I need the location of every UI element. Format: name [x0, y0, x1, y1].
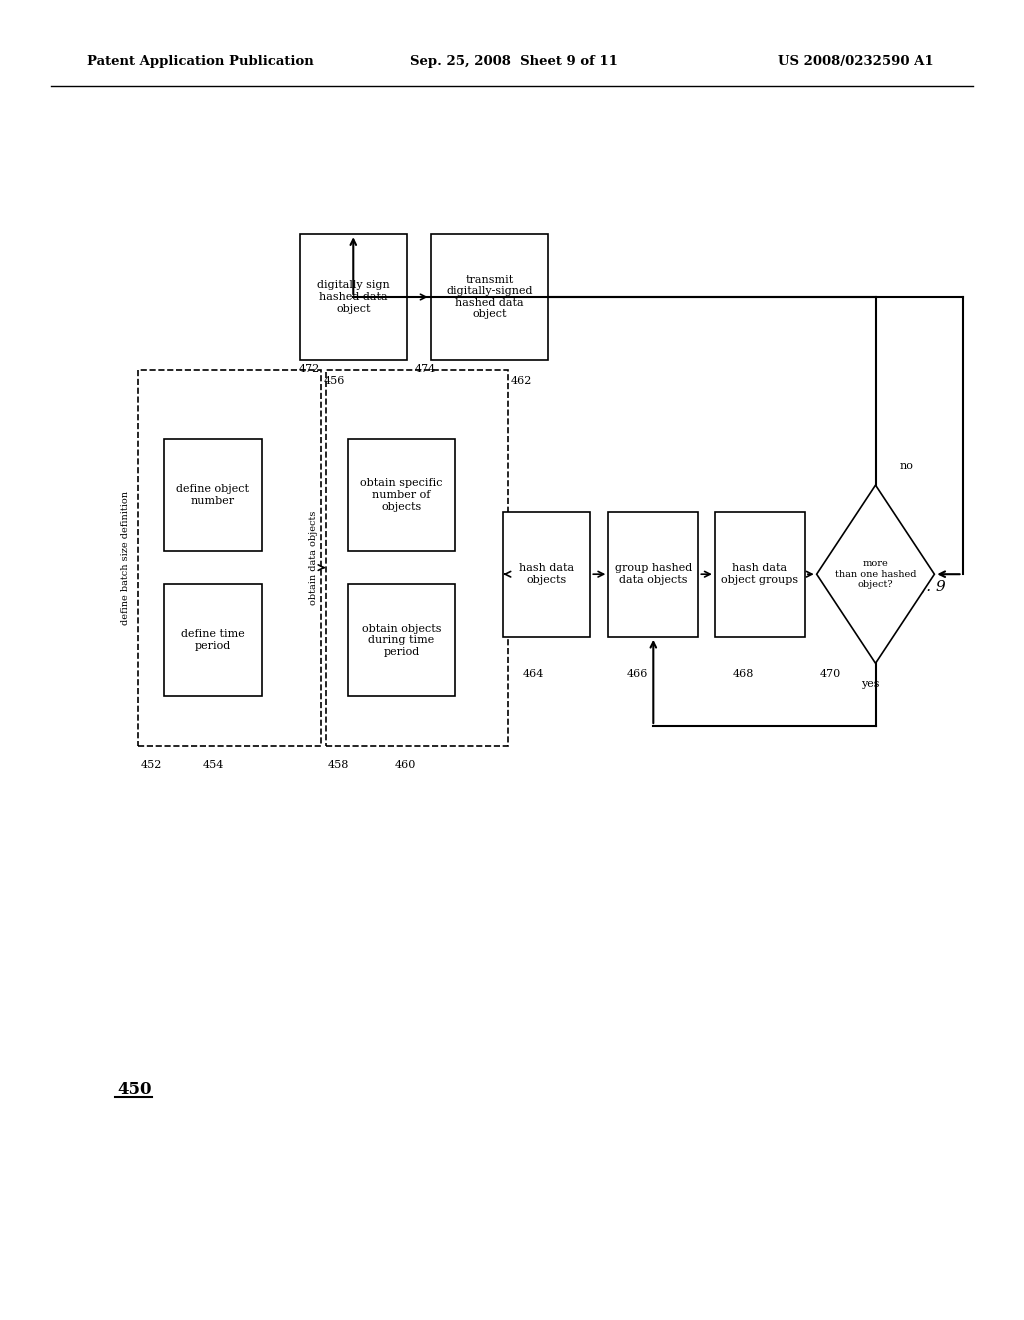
FancyBboxPatch shape: [348, 438, 455, 552]
Text: obtain data objects: obtain data objects: [309, 511, 317, 605]
Text: hash data
object groups: hash data object groups: [721, 564, 799, 585]
Text: define object
number: define object number: [176, 484, 250, 506]
Text: 462: 462: [511, 376, 532, 387]
FancyBboxPatch shape: [164, 438, 261, 552]
Text: 450: 450: [118, 1081, 153, 1097]
Text: US 2008/0232590 A1: US 2008/0232590 A1: [778, 55, 934, 69]
Text: 468: 468: [733, 669, 755, 680]
FancyBboxPatch shape: [164, 583, 261, 697]
FancyBboxPatch shape: [348, 583, 455, 697]
FancyBboxPatch shape: [299, 235, 407, 359]
Text: group hashed
data objects: group hashed data objects: [614, 564, 692, 585]
Text: define time
period: define time period: [181, 630, 245, 651]
Text: 454: 454: [203, 760, 224, 771]
Text: 472: 472: [299, 364, 321, 375]
Text: 470: 470: [819, 669, 841, 680]
Text: no: no: [899, 461, 913, 471]
FancyBboxPatch shape: [715, 512, 805, 638]
Text: hash data
objects: hash data objects: [519, 564, 574, 585]
Text: Sep. 25, 2008  Sheet 9 of 11: Sep. 25, 2008 Sheet 9 of 11: [410, 55, 617, 69]
Text: more
than one hashed
object?: more than one hashed object?: [835, 560, 916, 589]
Text: 452: 452: [140, 760, 162, 771]
Text: 474: 474: [415, 364, 436, 375]
Text: 456: 456: [324, 376, 345, 387]
FancyBboxPatch shape: [430, 235, 549, 359]
Text: 466: 466: [627, 669, 648, 680]
Text: define batch size definition: define batch size definition: [122, 491, 130, 624]
Text: 460: 460: [394, 760, 416, 771]
Text: 458: 458: [328, 760, 349, 771]
Text: obtain objects
during time
period: obtain objects during time period: [361, 623, 441, 657]
Polygon shape: [817, 486, 934, 664]
FancyBboxPatch shape: [504, 512, 590, 638]
Text: transmit
digitally-signed
hashed data
object: transmit digitally-signed hashed data ob…: [446, 275, 532, 319]
Text: yes: yes: [861, 678, 880, 689]
Text: digitally sign
hashed data
object: digitally sign hashed data object: [316, 280, 390, 314]
Text: 464: 464: [522, 669, 544, 680]
Text: obtain specific
number of
objects: obtain specific number of objects: [360, 478, 442, 512]
Text: Fig. 9: Fig. 9: [901, 581, 946, 594]
Text: Patent Application Publication: Patent Application Publication: [87, 55, 313, 69]
FancyBboxPatch shape: [608, 512, 698, 638]
